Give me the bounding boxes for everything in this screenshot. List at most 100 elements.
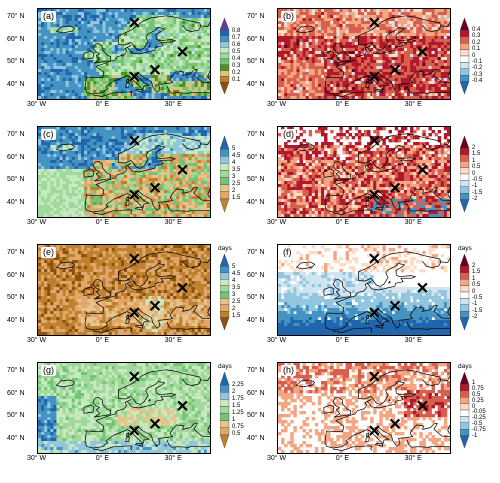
grid-cell bbox=[71, 21, 76, 25]
grid-cell bbox=[305, 15, 310, 19]
grid-cell bbox=[99, 151, 103, 155]
grid-cell bbox=[87, 12, 91, 16]
grid-cell bbox=[191, 78, 195, 82]
grid-cell bbox=[305, 42, 310, 46]
grid-cell bbox=[102, 127, 106, 131]
grid-cell bbox=[290, 57, 294, 61]
grid-cell bbox=[163, 139, 168, 143]
grid-cell bbox=[419, 93, 423, 97]
grid-cell bbox=[136, 157, 140, 161]
grid-cell bbox=[176, 157, 180, 161]
grid-cell bbox=[145, 21, 149, 25]
grid-cell bbox=[434, 81, 439, 85]
grid-cell bbox=[403, 9, 408, 13]
grid-cell bbox=[287, 54, 291, 58]
grid-cell bbox=[173, 66, 177, 70]
grid-cell bbox=[163, 199, 168, 203]
grid-cell bbox=[74, 12, 79, 16]
grid-cell bbox=[317, 42, 322, 46]
grid-cell bbox=[376, 54, 380, 58]
grid-cell bbox=[133, 172, 137, 176]
grid-cell bbox=[151, 33, 156, 37]
grid-cell bbox=[170, 157, 174, 161]
grid-cell bbox=[53, 60, 57, 64]
grid-cell bbox=[41, 66, 45, 70]
grid-cell bbox=[311, 60, 316, 64]
grid-cell bbox=[127, 18, 131, 22]
grid-cell bbox=[278, 12, 282, 16]
grid-cell bbox=[96, 87, 100, 91]
grid-cell bbox=[182, 84, 186, 88]
grid-cell bbox=[188, 169, 192, 173]
grid-cell bbox=[203, 172, 208, 176]
grid-cell bbox=[53, 193, 57, 197]
colorbar-swatches bbox=[460, 17, 470, 95]
grid-cell bbox=[120, 154, 125, 158]
grid-cell bbox=[185, 196, 189, 200]
grid-cell bbox=[117, 9, 122, 13]
grid-cell bbox=[290, 81, 294, 85]
grid-cell bbox=[111, 93, 116, 97]
grid-cell bbox=[182, 127, 186, 131]
grid-cell bbox=[336, 87, 340, 91]
grid-cell bbox=[330, 48, 334, 52]
grid-cell bbox=[308, 12, 313, 16]
grid-cell bbox=[117, 54, 122, 58]
grid-cell bbox=[170, 205, 174, 209]
colorbar-tick-label: 0.2 bbox=[232, 70, 241, 77]
grid-cell bbox=[154, 57, 159, 61]
grid-cell bbox=[194, 90, 199, 94]
grid-cell bbox=[302, 72, 306, 76]
grid-cell bbox=[179, 63, 183, 67]
grid-cell bbox=[124, 45, 128, 49]
grid-cell bbox=[206, 163, 210, 167]
grid-cell bbox=[105, 139, 109, 143]
grid-cell bbox=[191, 190, 195, 194]
grid-cell bbox=[59, 66, 63, 70]
grid-cell bbox=[185, 48, 189, 52]
grid-cell bbox=[354, 63, 359, 67]
grid-cell bbox=[182, 187, 186, 191]
grid-cell bbox=[102, 205, 106, 209]
grid-cell bbox=[44, 169, 48, 173]
grid-cell bbox=[99, 172, 103, 176]
grid-cell bbox=[87, 160, 91, 164]
grid-cell bbox=[77, 154, 82, 158]
grid-cell bbox=[416, 63, 420, 67]
grid-cell bbox=[391, 63, 396, 67]
grid-cell bbox=[360, 69, 365, 73]
grid-cell bbox=[151, 18, 156, 22]
grid-cell bbox=[53, 84, 57, 88]
grid-cell bbox=[68, 81, 73, 85]
grid-cell bbox=[81, 163, 85, 167]
grid-cell bbox=[342, 69, 346, 73]
grid-cell bbox=[130, 166, 134, 170]
grid-cell bbox=[348, 12, 353, 16]
grid-cell bbox=[170, 196, 174, 200]
grid-cell bbox=[38, 48, 42, 52]
grid-cell bbox=[373, 33, 377, 37]
grid-cell bbox=[403, 69, 408, 73]
grid-cell bbox=[65, 175, 70, 179]
grid-cell bbox=[299, 57, 303, 61]
grid-cell bbox=[311, 9, 316, 13]
grid-cell bbox=[185, 36, 189, 40]
grid-cell bbox=[382, 93, 386, 97]
grid-cell bbox=[53, 145, 57, 149]
grid-cell bbox=[308, 63, 313, 67]
grid-cell bbox=[382, 60, 386, 64]
grid-cell bbox=[120, 202, 125, 206]
grid-cell bbox=[302, 60, 306, 64]
grid-cell bbox=[293, 54, 297, 58]
grid-cell bbox=[77, 72, 82, 76]
grid-cell bbox=[206, 30, 210, 34]
grid-cell bbox=[431, 72, 435, 76]
grid-cell bbox=[354, 84, 359, 88]
grid-cell bbox=[114, 42, 119, 46]
grid-cell bbox=[114, 196, 119, 200]
grid-cell bbox=[59, 175, 63, 179]
grid-cell bbox=[394, 54, 399, 58]
grid-cell bbox=[160, 18, 165, 22]
grid-cell bbox=[419, 84, 423, 88]
grid-cell bbox=[163, 12, 168, 16]
